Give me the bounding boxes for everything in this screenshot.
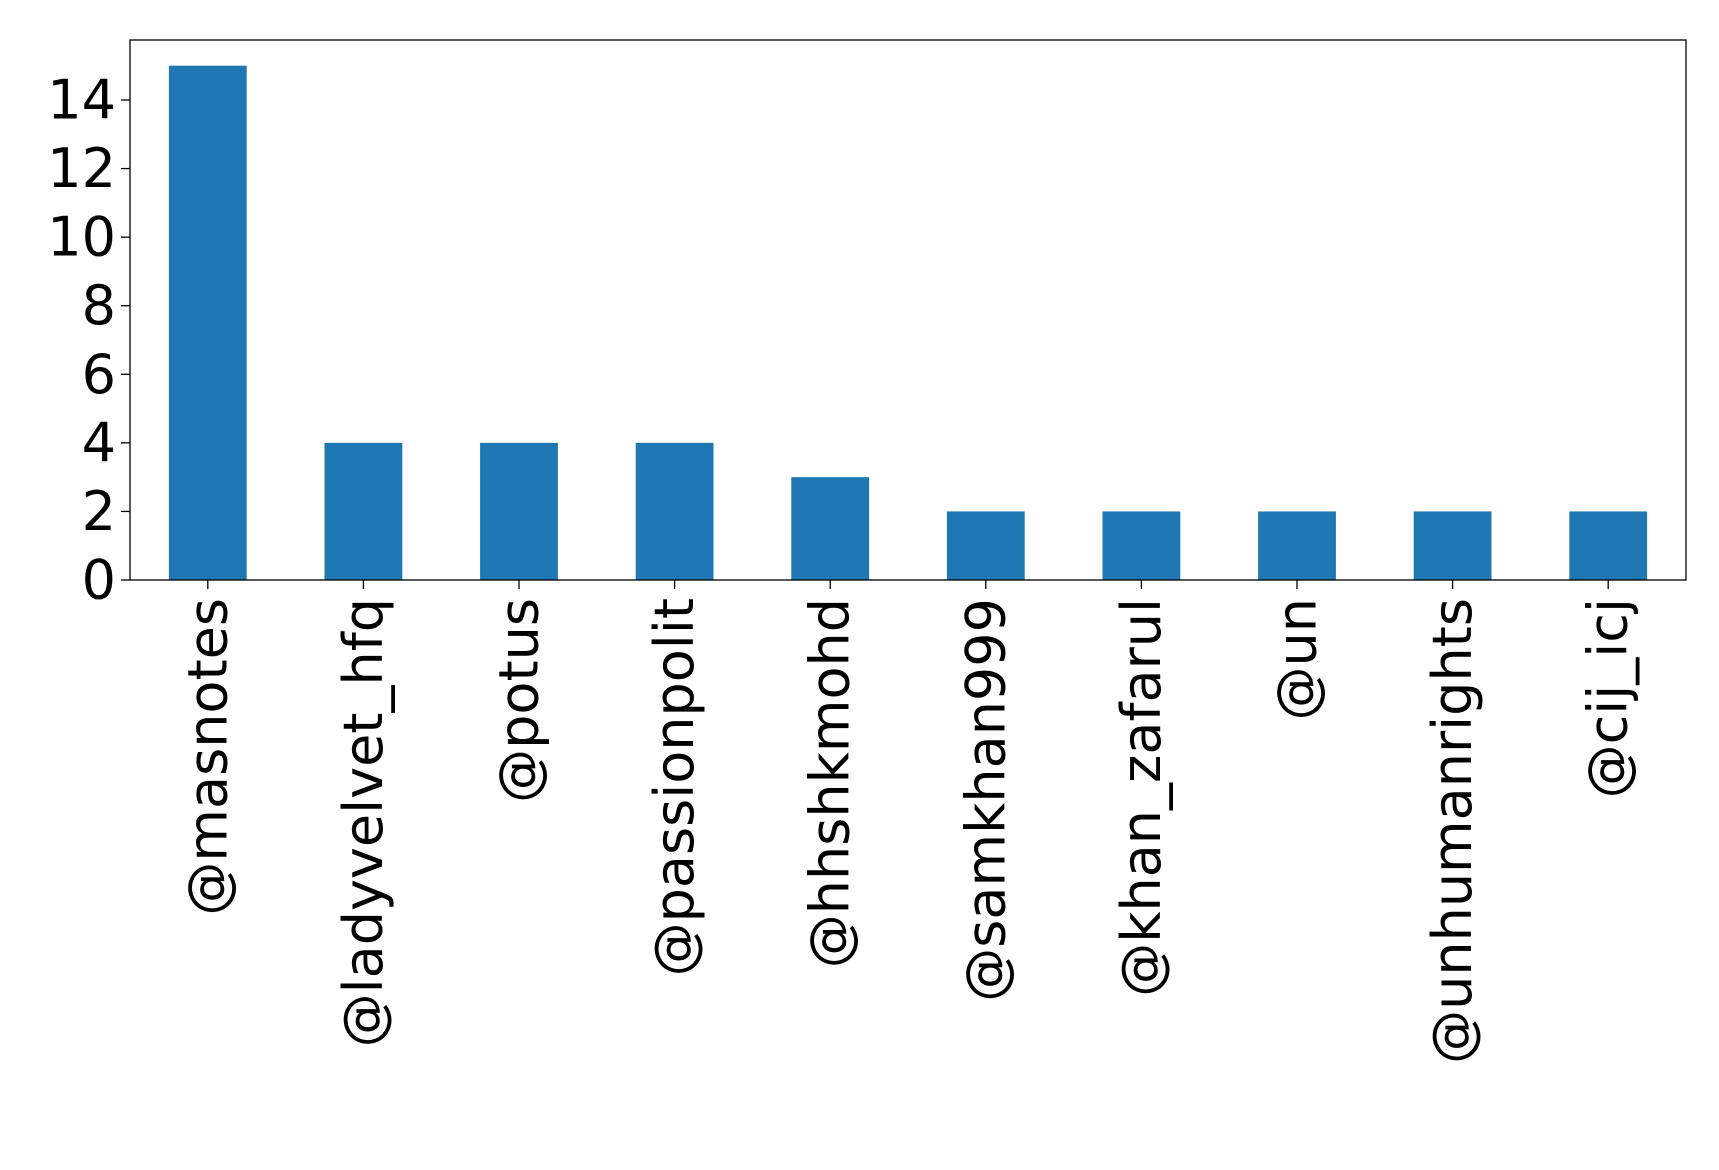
- bar-potus: [480, 442, 558, 580]
- x-axis: @masnotes @ladyvelvet_hfq @potus @passionpo…: [176, 580, 1640, 1064]
- y-tick-label: 8: [82, 274, 116, 337]
- y-tick-label: 12: [47, 137, 116, 200]
- plot-area-frame: [129, 39, 1687, 581]
- bar-ladyvelvethfq: [324, 442, 403, 580]
- x-tick-label: @passionpolit: [643, 598, 706, 976]
- bar-un: [1258, 511, 1336, 580]
- x-tick-label: @un: [1266, 598, 1329, 720]
- x-tick-label: @unhumanrights: [1421, 598, 1484, 1064]
- bar-khanzafarul: [1102, 511, 1181, 580]
- x-tick-label: @cij_icj: [1577, 598, 1640, 798]
- x-tick-label: @khan_zafarul: [1110, 598, 1173, 997]
- y-tick-label: 0: [82, 549, 116, 612]
- x-tick-label: @samkhan999: [954, 598, 1017, 1002]
- bar-passionpolit: [635, 442, 714, 580]
- y-tick-label: 4: [82, 411, 116, 474]
- x-tick-label: @ladyvelvet_hfq: [332, 598, 395, 1047]
- y-tick-label: 2: [82, 480, 116, 543]
- bar-cijicj: [1569, 511, 1648, 580]
- x-tick-label: @hhshkmohd: [799, 598, 862, 968]
- y-tick-label: 14: [47, 69, 116, 132]
- x-tick-label: @masnotes: [176, 598, 239, 916]
- x-tick-label: @potus: [488, 598, 551, 803]
- bar-masnotes: [168, 65, 247, 580]
- bar-unhumanrights: [1413, 511, 1492, 580]
- y-tick-label: 10: [47, 206, 116, 269]
- bars-layer: [168, 65, 1648, 580]
- bar-samkhan999: [946, 511, 1025, 580]
- bar-hhshkmohd: [791, 477, 870, 580]
- y-tick-label: 6: [82, 343, 116, 406]
